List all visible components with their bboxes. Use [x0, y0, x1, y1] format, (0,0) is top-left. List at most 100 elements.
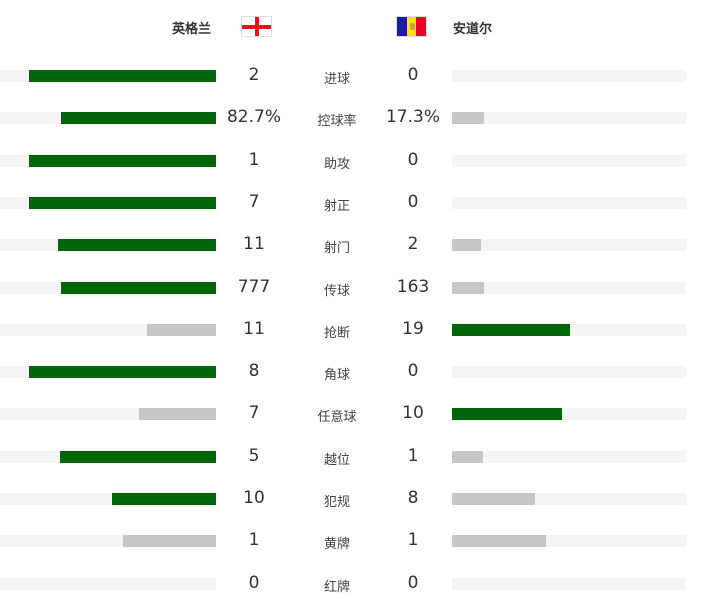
stat-label: 红牌: [323, 579, 350, 595]
stat-row: 0 红牌 0: [0, 563, 701, 605]
home-value: 10: [243, 488, 265, 508]
away-bar-track: [452, 323, 686, 336]
stat-row: 2 进球 0: [0, 55, 701, 97]
stat-label: 传球: [323, 283, 350, 299]
away-bar-fill: [452, 281, 485, 294]
stat-row: 777 传球 163: [0, 267, 701, 309]
stat-label: 黄牌: [323, 537, 350, 553]
home-value: 7: [248, 191, 260, 212]
stat-label: 助攻: [323, 156, 350, 172]
stat-label: 角球: [323, 368, 350, 384]
home-value: 0: [248, 572, 260, 593]
away-value: 0: [407, 572, 419, 593]
away-bar-track: [452, 408, 686, 421]
home-bar-fill: [147, 323, 216, 336]
away-value: 0: [407, 361, 419, 382]
home-bar-fill: [29, 70, 216, 82]
home-bar-track: [0, 70, 216, 82]
away-value: 163: [396, 276, 430, 297]
stat-label: 控球率: [317, 114, 357, 130]
home-bar-fill: [29, 196, 216, 209]
away-bar-fill: [452, 323, 571, 336]
away-bar-track: [452, 577, 686, 590]
home-value: 11: [243, 234, 265, 255]
away-bar-fill: [452, 112, 485, 125]
away-bar-track: [452, 70, 686, 82]
stat-row: 10 犯规 8: [0, 478, 701, 520]
home-value: 777: [237, 276, 271, 297]
england-flag-icon: [241, 16, 272, 37]
away-value: 0: [407, 65, 419, 85]
home-bar-fill: [61, 281, 216, 294]
away-bar-track: [452, 154, 686, 167]
home-value: 7: [248, 403, 260, 424]
home-bar-fill: [29, 154, 216, 167]
away-bar-track: [452, 281, 686, 294]
away-bar-fill: [452, 239, 481, 252]
home-value: 82.7%: [226, 107, 281, 128]
home-bar-track: [0, 366, 216, 379]
andorra-flag-icon: [396, 16, 427, 37]
stat-label: 射门: [323, 241, 350, 257]
away-bar-track: [452, 493, 686, 505]
away-bar-track: [452, 112, 686, 125]
stat-label: 射正: [323, 198, 350, 214]
home-bar-fill: [112, 493, 216, 505]
away-bar-track: [452, 535, 686, 548]
stat-row: 82.7% 控球率 17.3%: [0, 97, 701, 139]
home-value: 1: [248, 149, 260, 170]
home-bar-track: [0, 281, 216, 294]
home-bar-fill: [57, 239, 216, 252]
home-value: 5: [248, 445, 260, 466]
away-value: 2: [407, 234, 419, 255]
away-bar-track: [452, 450, 686, 463]
away-team-name: 安道尔: [453, 22, 493, 37]
stat-label: 抢断: [323, 325, 350, 341]
stat-row: 1 助攻 0: [0, 140, 701, 182]
home-bar-track: [0, 493, 216, 505]
stat-row: 5 越位 1: [0, 436, 701, 478]
home-bar-fill: [61, 112, 216, 125]
away-bar-fill: [452, 493, 536, 505]
home-bar-fill: [139, 408, 216, 421]
home-bar-track: [0, 239, 216, 252]
away-value: 17.3%: [385, 107, 440, 128]
home-value: 11: [243, 318, 265, 339]
stat-row: 1 黄牌 1: [0, 520, 701, 562]
away-value: 1: [407, 445, 419, 466]
home-bar-track: [0, 535, 216, 548]
home-bar-track: [0, 196, 216, 209]
away-bar-track: [452, 196, 686, 209]
stat-label: 犯规: [323, 495, 350, 510]
away-bar-fill: [452, 535, 546, 548]
home-value: 2: [248, 65, 260, 85]
home-bar-track: [0, 323, 216, 336]
away-value: 0: [407, 149, 419, 170]
home-bar-fill: [122, 535, 216, 548]
away-bar-fill: [452, 450, 484, 463]
stat-label: 进球: [323, 72, 350, 87]
home-bar-fill: [60, 450, 216, 463]
stat-label: 越位: [323, 452, 350, 468]
away-value: 19: [402, 318, 424, 339]
home-bar-track: [0, 408, 216, 421]
away-value: 8: [407, 488, 419, 508]
home-bar-track: [0, 154, 216, 167]
stat-row: 11 抢断 19: [0, 309, 701, 351]
home-bar-track: [0, 577, 216, 590]
home-team-name: 英格兰: [172, 22, 212, 37]
stat-row: 8 角球 0: [0, 351, 701, 393]
stat-label: 任意球: [317, 410, 357, 426]
home-bar-fill: [29, 366, 216, 379]
away-value: 0: [407, 191, 419, 212]
away-bar-fill: [452, 408, 562, 421]
home-bar-track: [0, 450, 216, 463]
home-bar-track: [0, 112, 216, 125]
stat-row: 7 射正 0: [0, 182, 701, 224]
away-value: 1: [407, 530, 419, 551]
away-value: 10: [402, 403, 424, 424]
stat-row: 7 任意球 10: [0, 393, 701, 435]
home-value: 8: [248, 361, 260, 382]
away-bar-track: [452, 239, 686, 252]
stat-row: 11 射门 2: [0, 224, 701, 266]
